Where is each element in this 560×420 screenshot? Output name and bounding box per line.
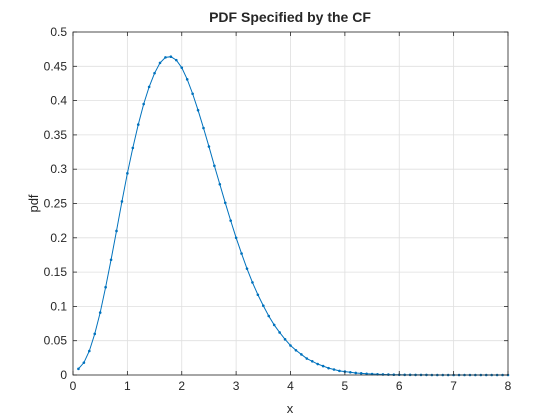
data-point [207, 145, 211, 148]
data-point [310, 359, 314, 363]
x-tick-label: 8 [505, 379, 512, 393]
data-point [278, 331, 281, 334]
data-point [327, 366, 330, 370]
data-point [120, 200, 124, 203]
data-point [229, 219, 232, 222]
data-point [245, 267, 249, 270]
y-tick-label: 0 [60, 368, 67, 382]
data-point [126, 172, 129, 175]
y-tick-label: 0.5 [50, 25, 67, 39]
data-point [142, 102, 145, 106]
data-point [359, 372, 363, 375]
data-point [202, 126, 205, 130]
data-point [256, 293, 260, 297]
data-point [316, 362, 319, 366]
x-tick-label: 6 [396, 379, 403, 393]
data-point [321, 364, 325, 368]
data-point [365, 372, 368, 376]
data-point [213, 164, 216, 168]
x-tick-label: 3 [233, 379, 240, 393]
data-point [196, 108, 200, 112]
y-tick-label: 0.3 [50, 162, 67, 176]
data-point [354, 371, 358, 375]
data-point [153, 71, 156, 75]
data-point [272, 323, 276, 327]
data-point [169, 55, 173, 58]
data-point [251, 281, 254, 284]
x-tick-label: 4 [287, 379, 294, 393]
data-point [82, 361, 86, 364]
data-point [164, 56, 167, 59]
x-tick-label: 0 [70, 379, 77, 393]
x-tick-label: 2 [178, 379, 185, 393]
x-axis-label: x [287, 401, 294, 416]
y-tick-label: 0.05 [44, 334, 68, 348]
y-tick-label: 0.1 [50, 299, 67, 313]
data-point [158, 61, 162, 65]
data-point [185, 78, 189, 81]
data-point [267, 314, 271, 318]
y-tick-label: 0.45 [44, 59, 68, 73]
data-point [283, 338, 287, 341]
x-tick-label: 7 [450, 379, 457, 393]
data-point [218, 182, 222, 186]
data-point [147, 85, 151, 89]
data-point [338, 369, 341, 373]
data-point [262, 304, 265, 308]
data-point [109, 258, 113, 262]
y-tick-label: 0.4 [50, 94, 67, 108]
data-point [104, 285, 107, 289]
data-point [88, 349, 91, 353]
data-point [115, 229, 118, 233]
data-point [387, 373, 390, 376]
data-point [131, 146, 135, 150]
data-point [223, 201, 227, 205]
data-point [240, 252, 243, 255]
data-point [300, 353, 303, 356]
chart-title: PDF Specified by the CF [209, 9, 371, 25]
y-tick-label: 0.25 [44, 197, 68, 211]
y-tick-label: 0.15 [44, 265, 68, 279]
x-tick-label: 1 [124, 379, 131, 393]
data-point [77, 367, 80, 371]
data-point [294, 349, 298, 352]
data-point [93, 332, 97, 336]
tick-group: 0 1 2 3 4 5 6 7 8 0 0.05 0.1 0.15 0.2 0.25 0.3 0.35 0.4 0.… [44, 25, 512, 393]
data-point [191, 92, 194, 96]
data-point [180, 66, 184, 69]
data-point [289, 344, 292, 347]
data-point [175, 58, 178, 62]
y-tick-label: 0.2 [50, 231, 67, 245]
data-point [349, 370, 352, 374]
y-tick-label: 0.35 [44, 128, 68, 142]
data-point [234, 236, 238, 240]
x-tick-label: 5 [342, 379, 349, 393]
data-point [332, 368, 336, 371]
data-point [305, 357, 309, 360]
data-point [98, 311, 102, 314]
data-point [136, 123, 140, 126]
y-axis-label: pdf [26, 194, 41, 212]
